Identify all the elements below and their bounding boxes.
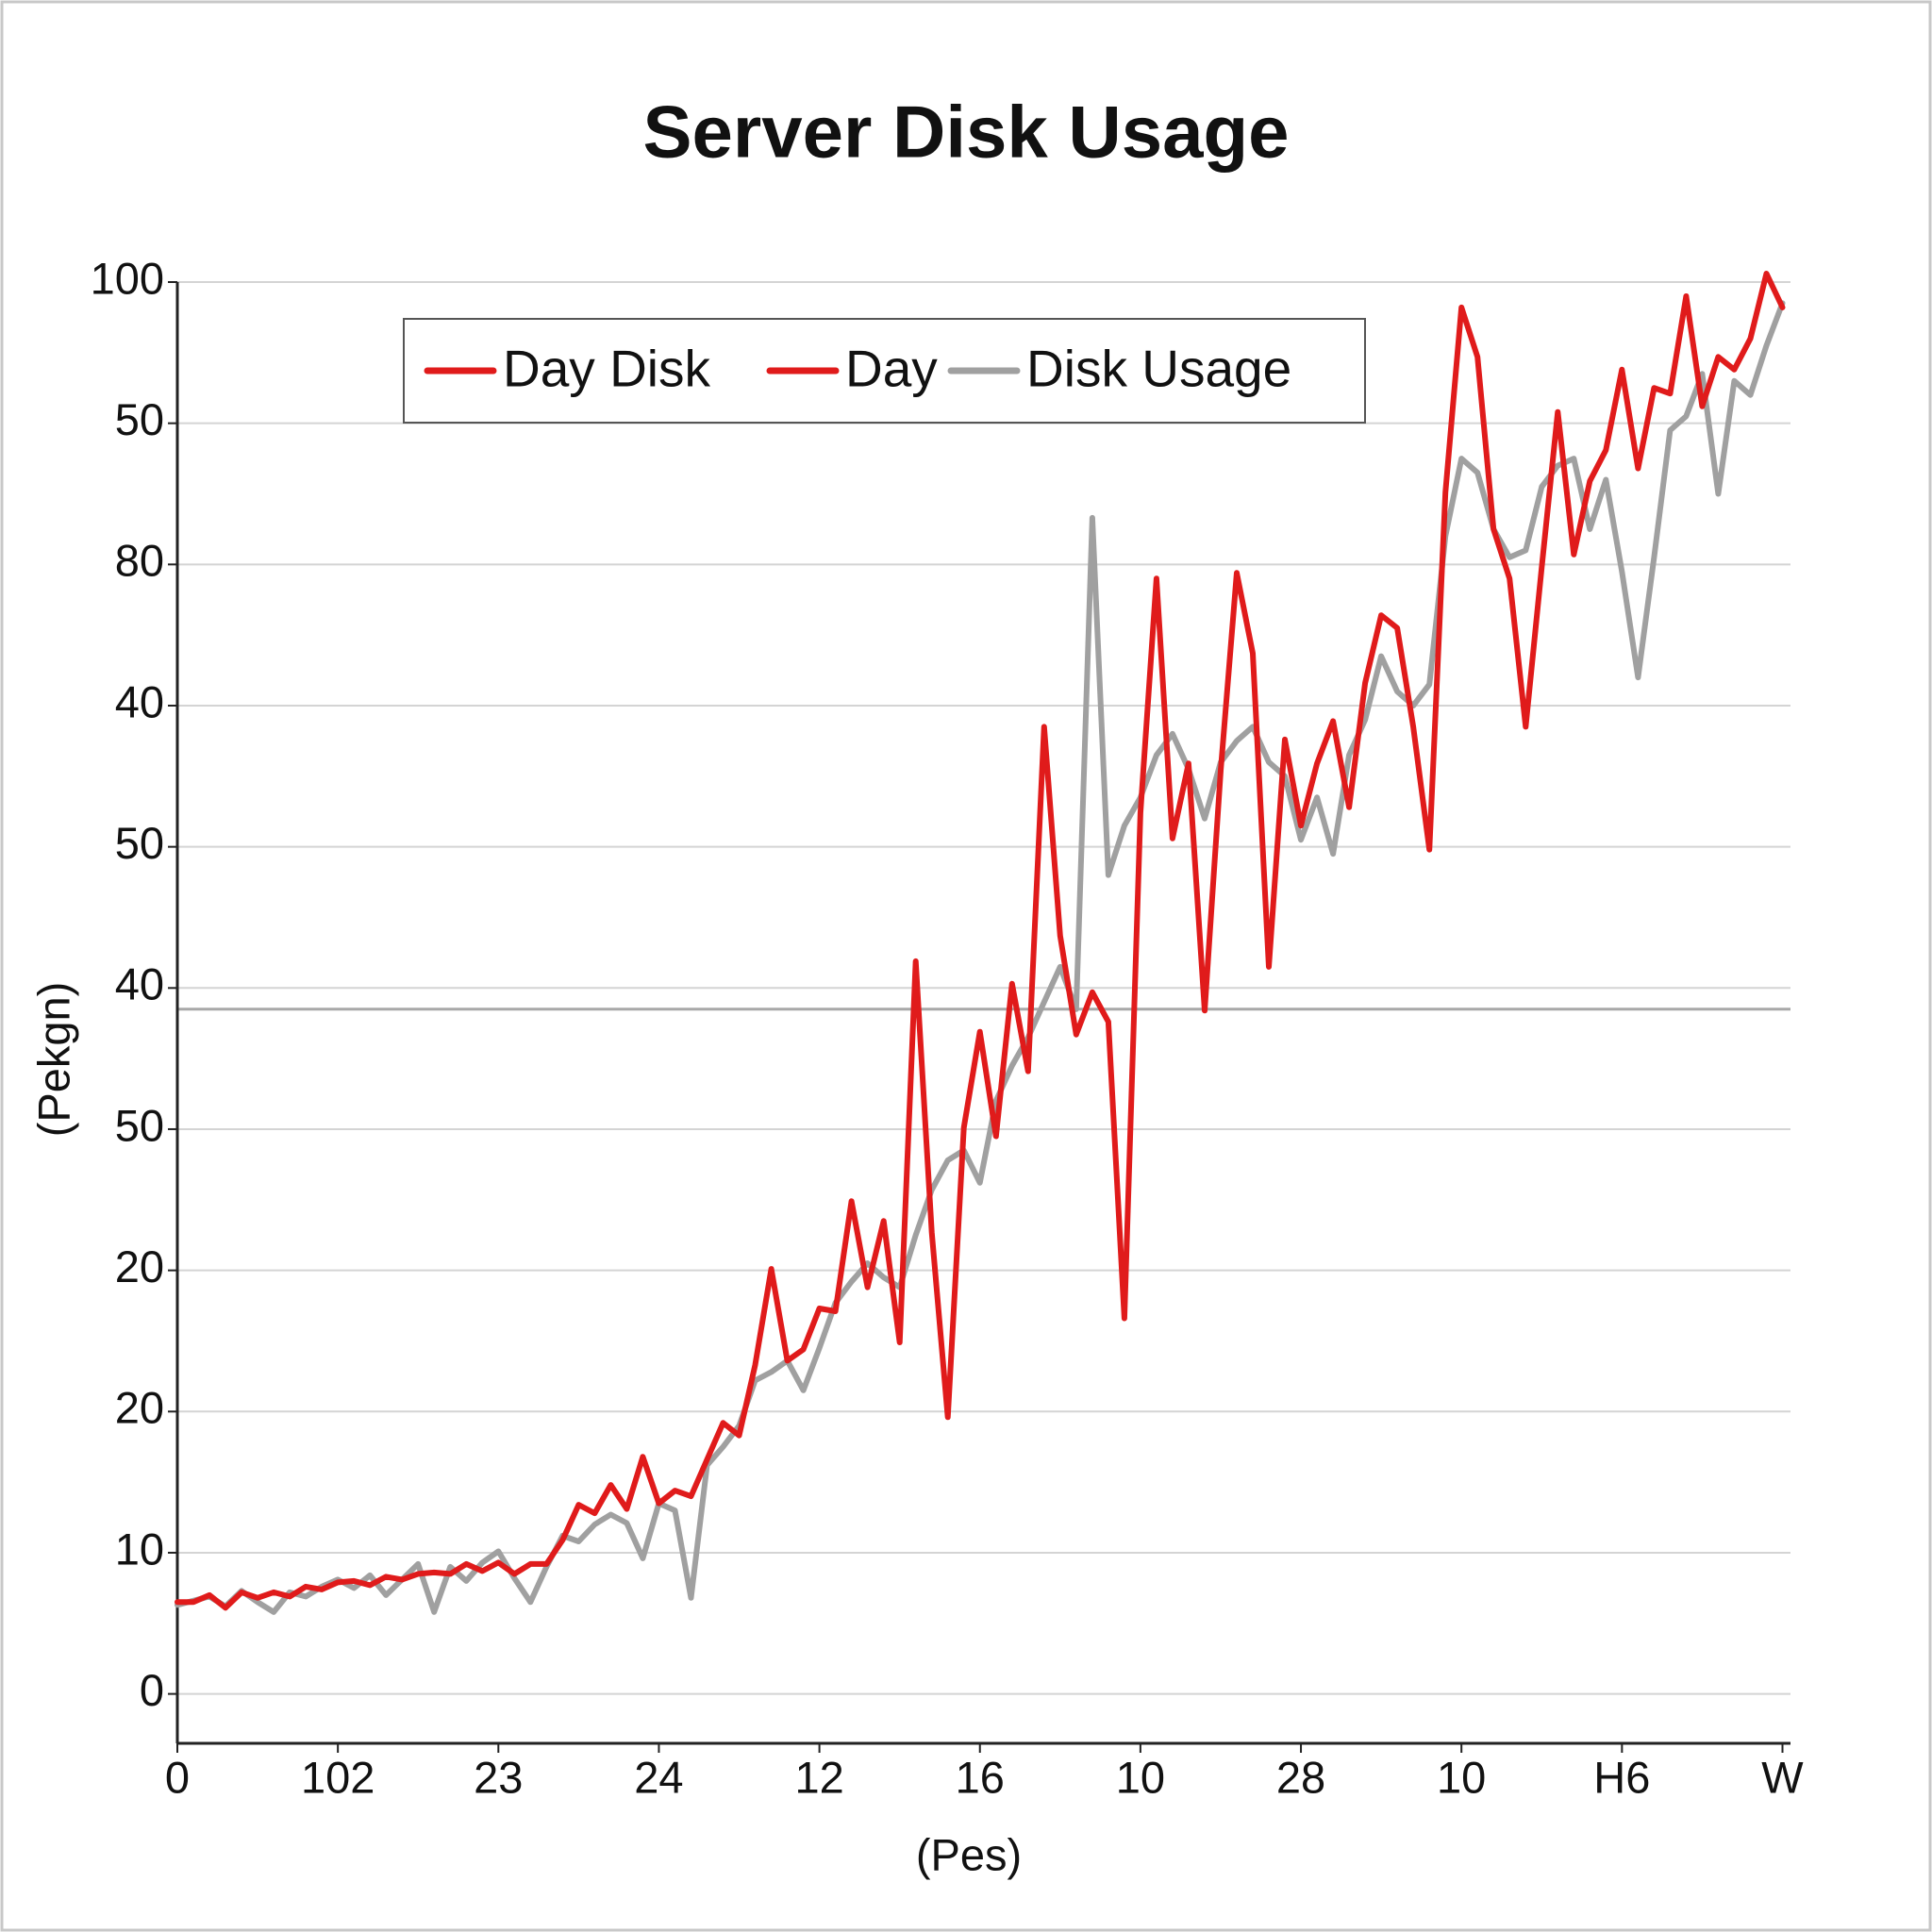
x-tick-label: W — [1761, 1752, 1804, 1802]
x-tick-label: H6 — [1593, 1752, 1650, 1802]
x-tick-label: 10 — [1116, 1752, 1165, 1802]
x-axis-label: (Pes) — [916, 1829, 1022, 1879]
x-tick-label: 0 — [165, 1752, 190, 1802]
y-tick-label: 50 — [115, 394, 164, 444]
y-tick-label: 20 — [115, 1241, 164, 1291]
y-tick-label: 40 — [115, 959, 164, 1009]
legend-label: Day Disk — [503, 340, 711, 398]
x-tick-label: 23 — [474, 1752, 523, 1802]
y-tick-label: 100 — [91, 253, 164, 303]
series-line — [175, 300, 1786, 1615]
x-tick-label: 10 — [1437, 1752, 1486, 1802]
legend-label: Disk Usage — [1026, 340, 1291, 398]
x-tick-label: 24 — [634, 1752, 683, 1802]
y-tick-label: 0 — [140, 1665, 164, 1715]
x-tick-label: 12 — [794, 1752, 843, 1802]
legend-box — [403, 318, 1366, 424]
y-tick-label: 50 — [115, 1100, 164, 1150]
y-tick-label: 80 — [115, 536, 164, 586]
x-tick-label: 102 — [301, 1752, 375, 1802]
y-tick-label: 10 — [115, 1524, 164, 1574]
y-tick-label: 50 — [115, 818, 164, 868]
x-tick-label: 28 — [1276, 1752, 1325, 1802]
x-tick-label: 16 — [956, 1752, 1005, 1802]
y-axis-label: (Pekgn) — [28, 982, 78, 1138]
y-tick-label: 20 — [115, 1383, 164, 1433]
legend-label: Day — [845, 340, 938, 398]
chart-title: Server Disk Usage — [642, 91, 1289, 174]
y-tick-label: 40 — [115, 676, 164, 726]
series-line — [175, 271, 1786, 1611]
